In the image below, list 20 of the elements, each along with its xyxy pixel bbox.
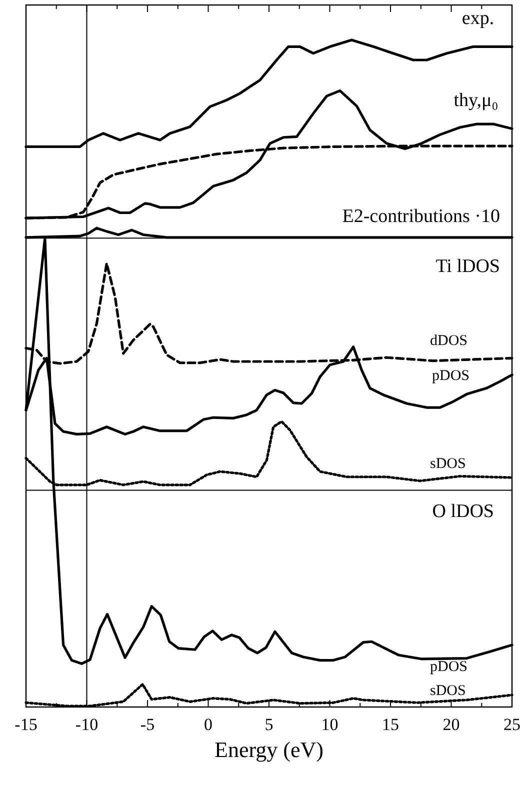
x-tick-label: -10 [75, 715, 98, 734]
series-label: dDOS [430, 333, 468, 349]
x-tick-label: 0 [204, 715, 212, 734]
x-tick-label: -5 [140, 715, 155, 734]
annotation: O lDOS [432, 501, 494, 522]
annotation: E2-contributions ·10 [342, 206, 500, 227]
series-label: sDOS [430, 456, 466, 472]
series-label: pDOS [430, 659, 468, 675]
annotation: Ti lDOS [436, 256, 500, 277]
x-tick-label: 20 [442, 715, 460, 734]
series-label: pDOS [432, 368, 470, 384]
x-tick-label: 10 [321, 715, 338, 734]
legend-label: exp. [462, 8, 494, 29]
series-label: thy,μ₀ [454, 90, 498, 111]
x-tick-label: 15 [382, 715, 399, 734]
x-axis-title: Energy (eV) [214, 737, 324, 762]
series-label: sDOS [430, 683, 466, 699]
x-tick-label: 5 [264, 715, 274, 734]
x-tick-label: 25 [504, 715, 520, 734]
x-tick-label: -15 [14, 715, 38, 734]
